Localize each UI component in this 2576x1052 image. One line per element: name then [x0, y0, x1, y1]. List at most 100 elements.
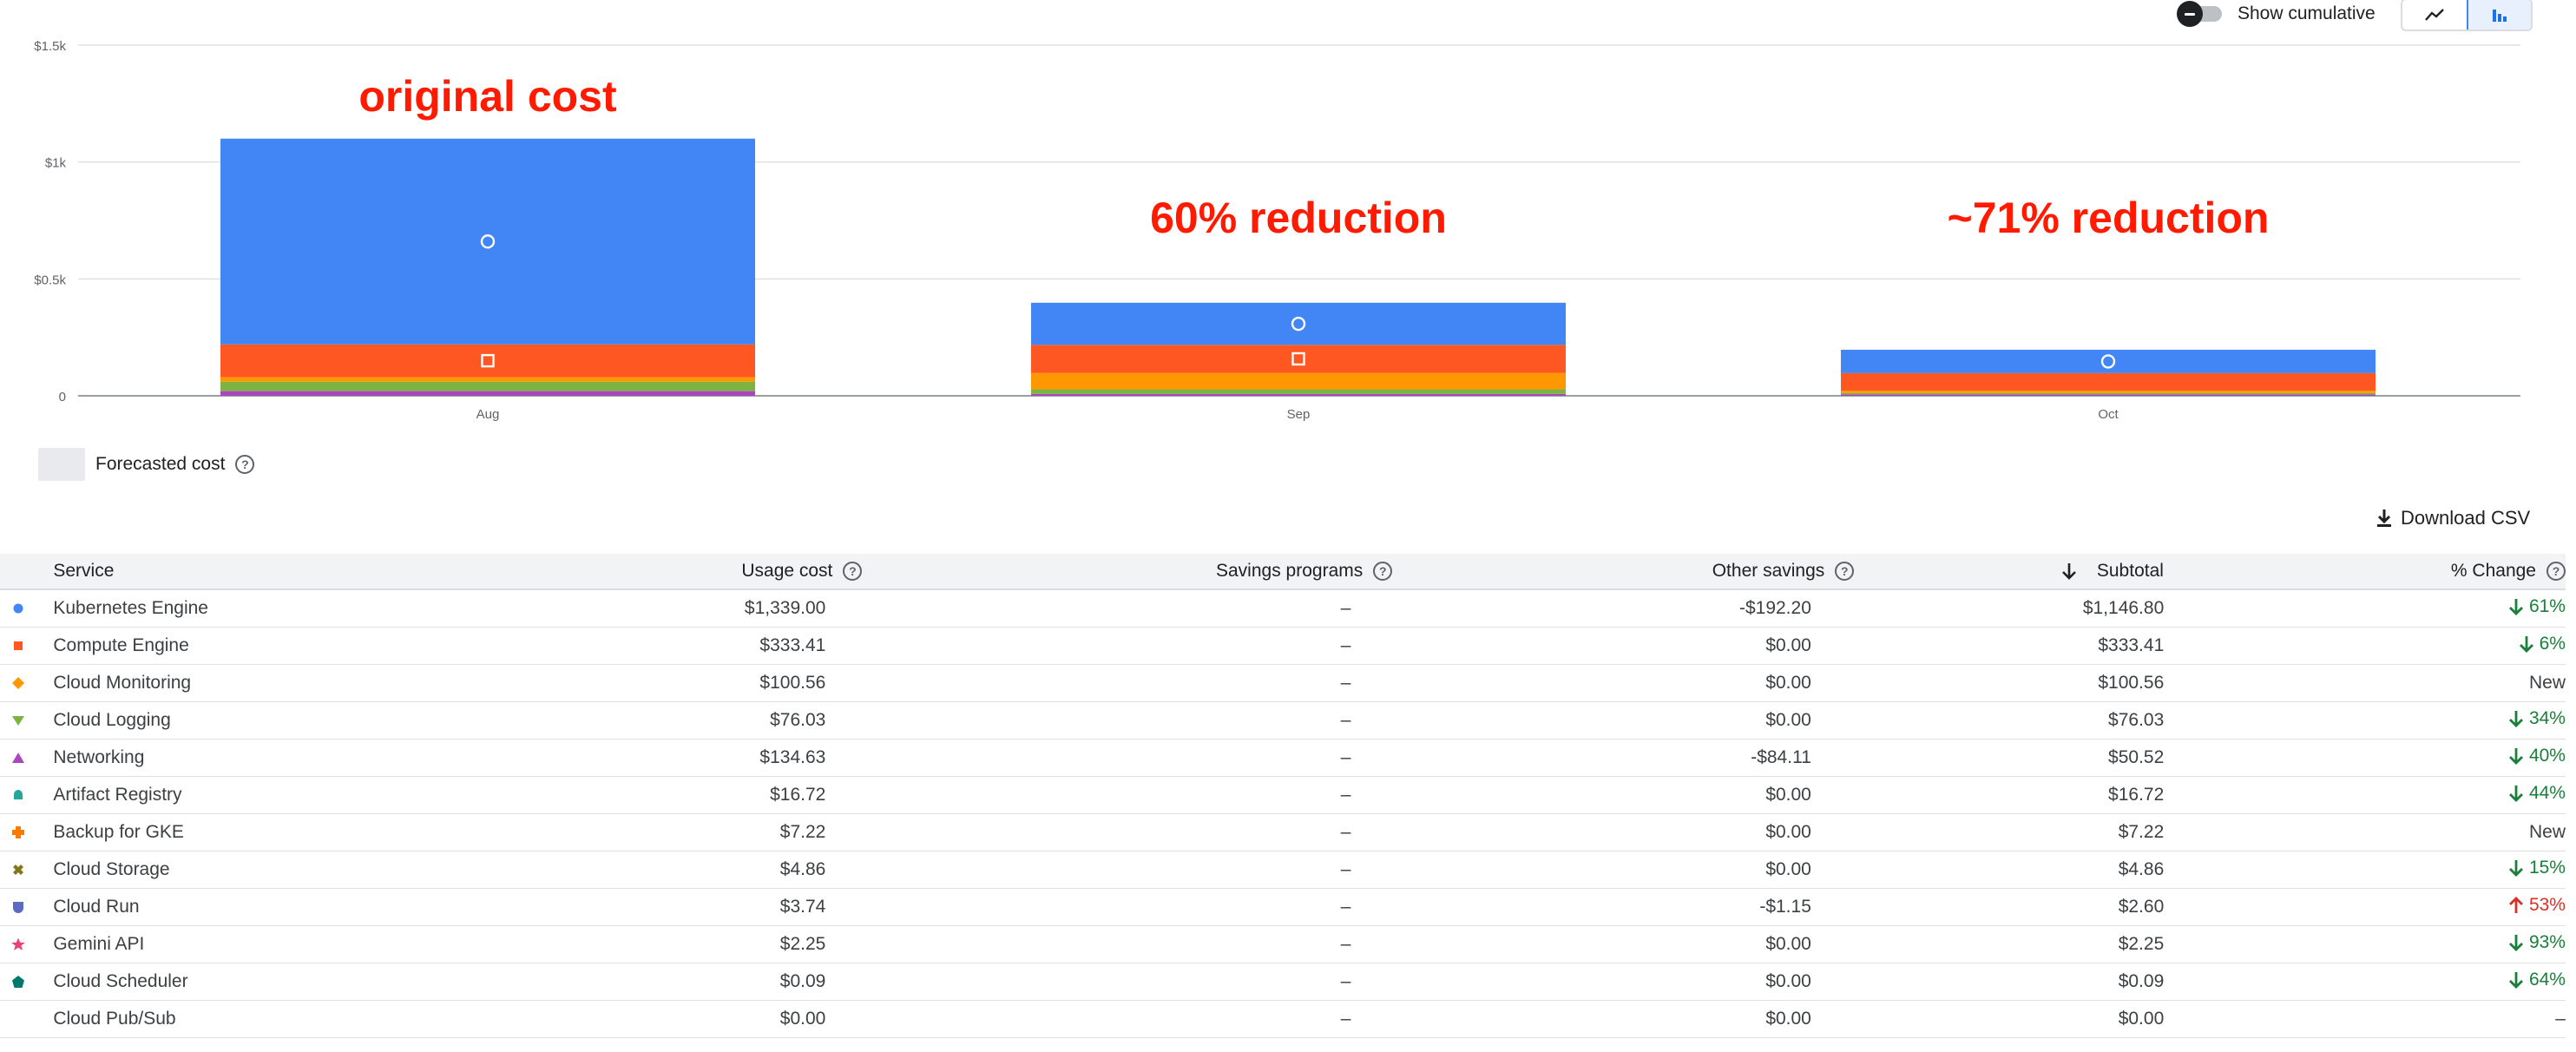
usage-cost-value: $0.00: [779, 1009, 826, 1029]
cost-table: Service Usage cost? Savings programs? Ot…: [0, 554, 2566, 1038]
other-savings-value: $0.00: [1765, 635, 1811, 655]
savings-programs-value: –: [1340, 785, 1351, 805]
y-tick-label: $1.5k: [34, 39, 66, 54]
table-row[interactable]: Cloud Scheduler $0.09 – $0.00 $0.09 64%: [0, 963, 2566, 1001]
service-marker-icon: [0, 899, 53, 915]
download-icon: [2377, 510, 2391, 527]
service-name[interactable]: Cloud Run: [53, 897, 140, 917]
header-service-label: Service: [53, 561, 115, 581]
service-name[interactable]: Backup for GKE: [53, 822, 184, 842]
bar-segment: [220, 138, 755, 345]
percent-change-cell: 61%: [2164, 596, 2566, 621]
service-marker-icon: [0, 750, 53, 766]
arrow-down-icon: [2508, 785, 2523, 802]
savings-programs-value: –: [1340, 822, 1351, 842]
savings-programs-value: –: [1340, 897, 1351, 917]
arrow-down-icon: [2519, 635, 2533, 653]
help-icon[interactable]: ?: [2546, 562, 2566, 582]
subtotal-value: $7.22: [2118, 822, 2165, 842]
table-row[interactable]: Backup for GKE $7.22 – $0.00 $7.22 New: [0, 814, 2566, 851]
service-name[interactable]: Cloud Monitoring: [53, 673, 192, 693]
change-value: –: [2555, 1009, 2566, 1029]
line-chart-icon: [2425, 9, 2444, 21]
service-name[interactable]: Cloud Logging: [53, 710, 171, 730]
change-value: 40%: [2508, 746, 2566, 766]
usage-cost-value: $2.25: [779, 934, 826, 954]
bar-segment: [1841, 394, 2376, 396]
header-savings-label: Savings programs: [1216, 561, 1364, 581]
bar-segment: [220, 377, 755, 382]
service-name[interactable]: Networking: [53, 747, 145, 767]
usage-cost-value: $3.74: [779, 897, 826, 917]
header-other-savings[interactable]: Other savings?: [1392, 561, 1855, 582]
percent-change-cell: New: [2164, 673, 2566, 694]
service-name[interactable]: Kubernetes Engine: [53, 598, 208, 618]
usage-cost-value: $4.86: [779, 859, 826, 879]
help-icon[interactable]: ?: [1835, 562, 1855, 582]
bar-segment: [220, 391, 755, 396]
service-name[interactable]: Artifact Registry: [53, 785, 182, 805]
table-row[interactable]: Kubernetes Engine $1,339.00 – -$192.20 $1,14…: [0, 590, 2566, 628]
subtotal-value: $2.60: [2118, 897, 2165, 917]
table-row[interactable]: Compute Engine $333.41 – $0.00 $333.41 6%: [0, 628, 2566, 665]
subtotal-value: $4.86: [2118, 859, 2165, 879]
change-value: 44%: [2508, 783, 2566, 804]
other-savings-value: $0.00: [1765, 934, 1811, 954]
bar-segment: [1031, 372, 1566, 390]
change-value: 64%: [2508, 970, 2566, 990]
subtotal-value: $0.00: [2118, 1009, 2165, 1029]
arrow-down-icon: [2508, 934, 2523, 951]
toggle-switch[interactable]: [2177, 1, 2225, 27]
percent-change-cell: 34%: [2164, 708, 2566, 733]
arrow-down-icon: [2508, 710, 2523, 727]
header-subtotal[interactable]: Subtotal: [1854, 561, 2164, 582]
subtotal-value: $333.41: [2098, 635, 2165, 655]
table-row[interactable]: Cloud Logging $76.03 – $0.00 $76.03 34%: [0, 702, 2566, 740]
table-row[interactable]: Networking $134.63 – -$84.11 $50.52 40%: [0, 740, 2566, 777]
forecast-label: Forecasted cost: [95, 454, 226, 474]
header-other-label: Other savings: [1712, 561, 1825, 581]
usage-cost-value: $76.03: [770, 710, 826, 730]
service-name[interactable]: Compute Engine: [53, 635, 189, 655]
help-icon[interactable]: ?: [843, 562, 863, 582]
savings-programs-value: –: [1340, 673, 1351, 693]
subtotal-value: $100.56: [2098, 673, 2165, 693]
bar-view-button[interactable]: [2467, 0, 2531, 30]
series-marker: [1291, 352, 1305, 366]
table-row[interactable]: Cloud Monitoring $100.56 – $0.00 $100.56 New: [0, 665, 2566, 702]
x-tick-label: Sep: [1287, 407, 1311, 422]
table-row[interactable]: Artifact Registry $16.72 – $0.00 $16.72 44%: [0, 777, 2566, 814]
table-row[interactable]: Cloud Pub/Sub $0.00 – $0.00 $0.00 –: [0, 1001, 2566, 1038]
download-csv-button[interactable]: Download CSV: [2375, 507, 2530, 529]
savings-programs-value: –: [1340, 598, 1351, 618]
service-name[interactable]: Cloud Scheduler: [53, 971, 188, 991]
service-marker-icon: [0, 937, 53, 952]
other-savings-value: -$1.15: [1759, 897, 1811, 917]
header-service[interactable]: Service: [53, 561, 378, 582]
header-change-label: % Change: [2450, 561, 2536, 581]
help-icon[interactable]: ?: [235, 455, 255, 474]
service-marker-icon: [0, 974, 53, 990]
table-row[interactable]: Cloud Run $3.74 – -$1.15 $2.60 53%: [0, 889, 2566, 926]
bar-segment: [1031, 302, 1566, 345]
change-value: 15%: [2508, 858, 2566, 878]
usage-cost-value: $7.22: [779, 822, 826, 842]
arrow-down-icon: [2508, 598, 2523, 615]
other-savings-value: $0.00: [1765, 785, 1811, 805]
header-usage-cost[interactable]: Usage cost?: [378, 561, 863, 582]
header-percent-change[interactable]: % Change?: [2164, 561, 2566, 582]
savings-programs-value: –: [1340, 934, 1351, 954]
toggle-knob: [2177, 1, 2203, 27]
table-row[interactable]: Gemini API $2.25 – $0.00 $2.25 93%: [0, 926, 2566, 963]
usage-cost-value: $100.56: [759, 673, 826, 693]
line-view-button[interactable]: [2402, 0, 2467, 30]
help-icon[interactable]: ?: [1373, 562, 1393, 582]
service-name[interactable]: Cloud Storage: [53, 859, 170, 879]
percent-change-cell: 40%: [2164, 746, 2566, 771]
header-subtotal-label: Subtotal: [2096, 561, 2164, 581]
table-row[interactable]: Cloud Storage $4.86 – $0.00 $4.86 15%: [0, 851, 2566, 889]
header-savings-programs[interactable]: Savings programs?: [862, 561, 1393, 582]
service-name[interactable]: Gemini API: [53, 934, 145, 954]
service-name[interactable]: Cloud Pub/Sub: [53, 1009, 176, 1029]
show-cumulative-toggle[interactable]: Show cumulative: [2177, 0, 2376, 28]
